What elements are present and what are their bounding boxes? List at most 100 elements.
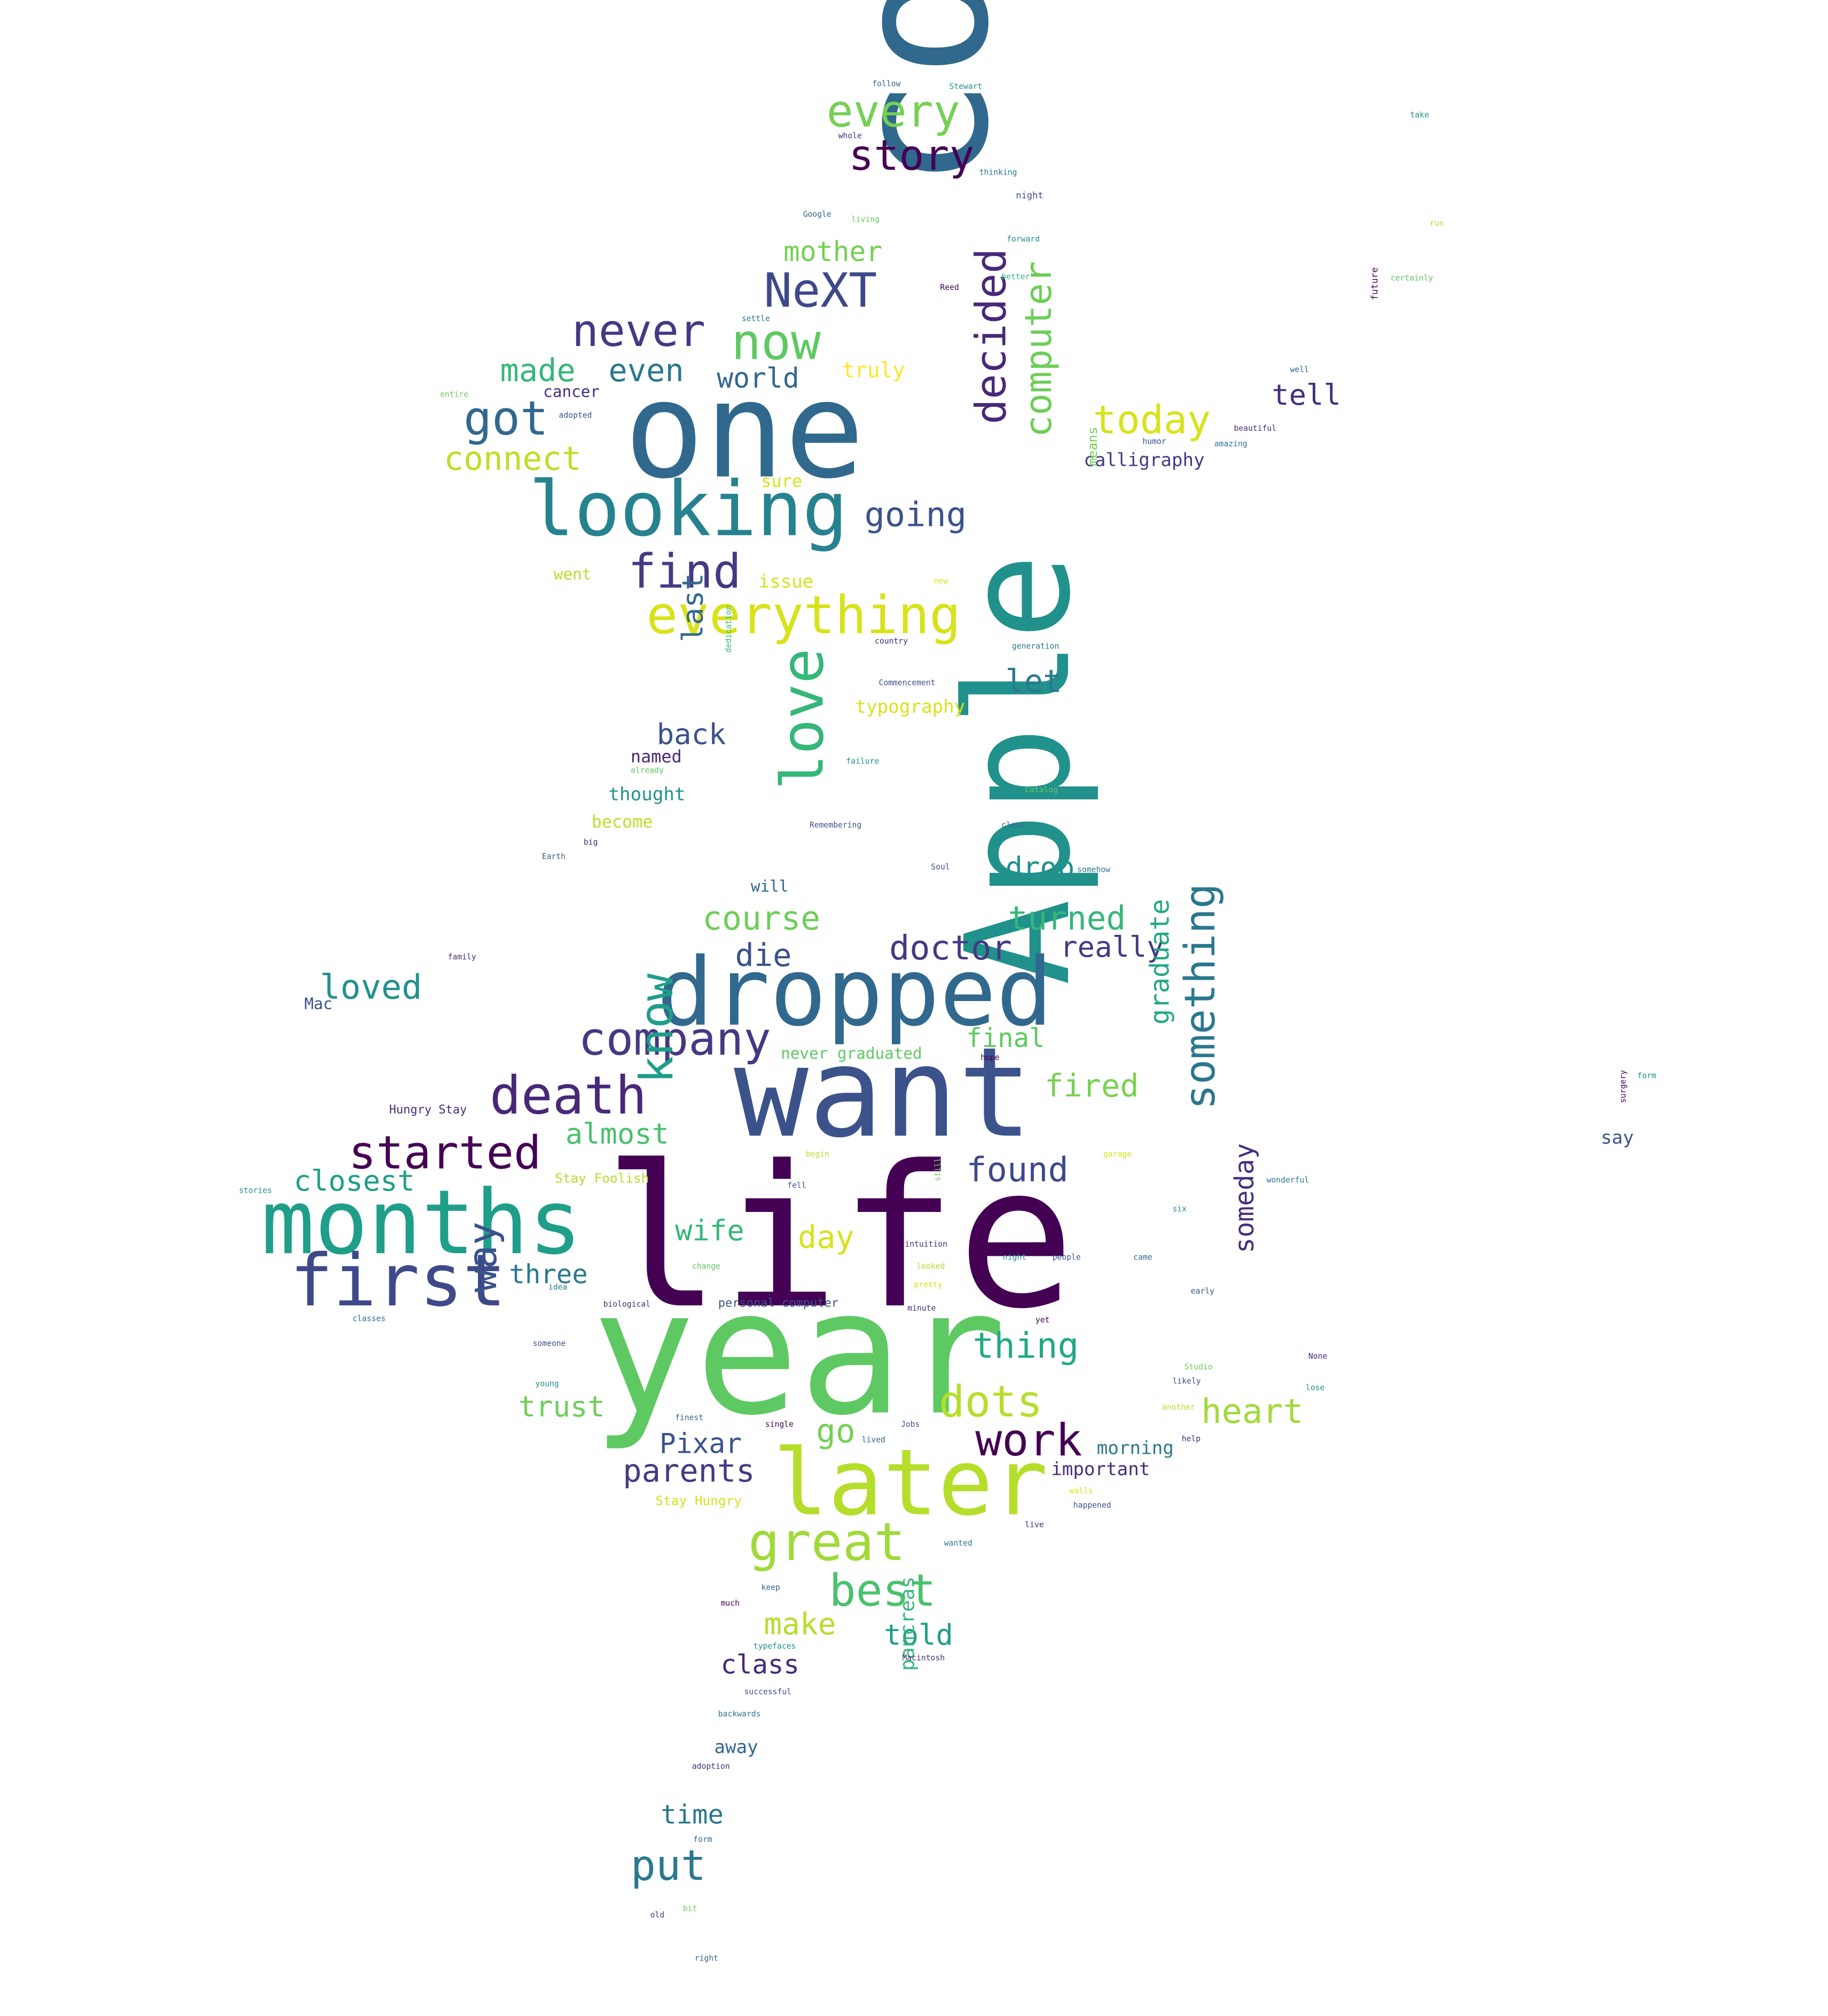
cloud-word: way xyxy=(460,1222,506,1292)
cloud-word: issue xyxy=(759,571,814,592)
cloud-word: adopted xyxy=(559,411,592,420)
cloud-word: classes xyxy=(352,1314,386,1323)
cloud-word: even xyxy=(608,352,684,389)
cloud-word: fired xyxy=(1045,1068,1139,1104)
cloud-word: already xyxy=(631,766,664,775)
cloud-word: personal computer xyxy=(718,1296,838,1310)
cloud-word: great xyxy=(748,1512,905,1573)
cloud-word: certainly xyxy=(1391,274,1433,283)
cloud-word: Mac xyxy=(304,995,333,1013)
cloud-word: morning xyxy=(1097,1438,1174,1459)
cloud-word: heart xyxy=(1201,1391,1303,1431)
cloud-word: fell xyxy=(787,1181,806,1190)
cloud-word: night xyxy=(1003,1253,1026,1262)
cloud-word: typography xyxy=(856,696,966,718)
cloud-word: go xyxy=(816,1413,856,1451)
cloud-word: become xyxy=(592,812,653,832)
cloud-word: truly xyxy=(842,359,905,383)
cloud-word: let xyxy=(1006,663,1062,699)
cloud-word: closest xyxy=(294,1164,415,1198)
cloud-word: Macintosh xyxy=(903,1653,945,1663)
cloud-word: day xyxy=(798,1219,854,1255)
cloud-word: Commencement xyxy=(879,679,936,688)
cloud-word: yet xyxy=(1035,1316,1050,1325)
cloud-word: calligraphy xyxy=(1084,450,1204,471)
cloud-word: came xyxy=(1133,1253,1152,1262)
cloud-word: final xyxy=(966,1023,1045,1053)
cloud-word: turned xyxy=(1008,900,1126,938)
cloud-word: thought xyxy=(608,784,685,805)
cloud-word: connect xyxy=(444,440,581,478)
cloud-word: change xyxy=(692,1262,720,1271)
cloud-word: today xyxy=(1093,398,1211,443)
cloud-word: every xyxy=(827,85,960,137)
cloud-word: college xyxy=(814,0,1030,190)
cloud-word: work xyxy=(975,1414,1082,1466)
cloud-word: first xyxy=(290,1239,506,1322)
cloud-word: looking xyxy=(529,465,848,553)
cloud-word: now xyxy=(731,313,821,371)
cloud-word: dots xyxy=(939,1377,1042,1427)
cloud-word: will xyxy=(751,877,789,895)
cloud-word: help xyxy=(1182,1434,1201,1443)
cloud-word: young xyxy=(535,1380,559,1389)
cloud-word: still xyxy=(933,1157,942,1181)
cloud-word: old xyxy=(650,1911,665,1920)
cloud-word: walls xyxy=(1070,1486,1093,1495)
cloud-word: got xyxy=(464,391,548,446)
cloud-word: intuition xyxy=(905,1240,947,1249)
cloud-word: away xyxy=(714,1737,758,1758)
cloud-word: thing xyxy=(973,1325,1079,1366)
cloud-word: three xyxy=(509,1259,588,1289)
cloud-word: beautiful xyxy=(1234,424,1277,433)
cloud-word: world xyxy=(717,363,799,395)
cloud-word: Stay Hungry xyxy=(655,1493,742,1508)
cloud-word: wife xyxy=(675,1214,744,1247)
cloud-word: form xyxy=(1637,1072,1657,1081)
cloud-word: mother xyxy=(783,236,882,268)
cloud-word: Pixar xyxy=(660,1428,742,1460)
cloud-word: told xyxy=(884,1618,953,1652)
cloud-word: another xyxy=(1162,1403,1195,1412)
cloud-word: thinking xyxy=(979,168,1017,177)
cloud-word: doctor xyxy=(889,928,1012,967)
cloud-word: back xyxy=(657,718,726,751)
cloud-word: lived xyxy=(862,1436,885,1445)
cloud-word: take xyxy=(1410,111,1429,120)
cloud-word: started xyxy=(349,1127,542,1179)
cloud-word: failure xyxy=(846,757,879,766)
cloud-word: want xyxy=(734,1020,1032,1165)
cloud-word: trust xyxy=(519,1390,605,1423)
cloud-word: death xyxy=(490,1066,647,1127)
cloud-word: entire xyxy=(440,390,468,399)
cloud-word: typefaces xyxy=(754,1642,796,1651)
cloud-word: graduate xyxy=(1144,899,1175,1025)
cloud-word: class xyxy=(721,1650,799,1680)
cloud-word: stories xyxy=(239,1186,272,1195)
cloud-word: successful xyxy=(744,1688,791,1697)
cloud-word: Reed xyxy=(940,283,959,292)
cloud-word: None xyxy=(1308,1352,1327,1361)
cloud-word: dedication xyxy=(724,605,733,652)
cloud-word: hope xyxy=(980,1053,999,1062)
cloud-word: wonderful xyxy=(1267,1176,1309,1185)
cloud-word: best xyxy=(829,1564,936,1616)
cloud-word: settle xyxy=(742,314,770,324)
cloud-word: begin xyxy=(806,1149,829,1159)
cloud-word: new xyxy=(933,577,948,586)
cloud-word: Stay Foolish xyxy=(555,1170,649,1186)
cloud-word: early xyxy=(1191,1287,1214,1296)
cloud-word: whole xyxy=(838,131,862,140)
cloud-word: country xyxy=(875,636,908,645)
cloud-word: Stewart xyxy=(950,82,983,91)
cloud-word: later xyxy=(773,1430,1048,1536)
cloud-word: pancreas xyxy=(896,1577,919,1671)
cloud-word: Jobs xyxy=(901,1420,920,1429)
cloud-word: dropped xyxy=(657,938,1053,1047)
cloud-word: keep xyxy=(761,1583,780,1592)
cloud-word: garage xyxy=(1103,1149,1132,1159)
cloud-word: well xyxy=(1290,365,1309,374)
cloud-word: really xyxy=(1060,930,1164,964)
cloud-word: everything xyxy=(646,585,961,646)
